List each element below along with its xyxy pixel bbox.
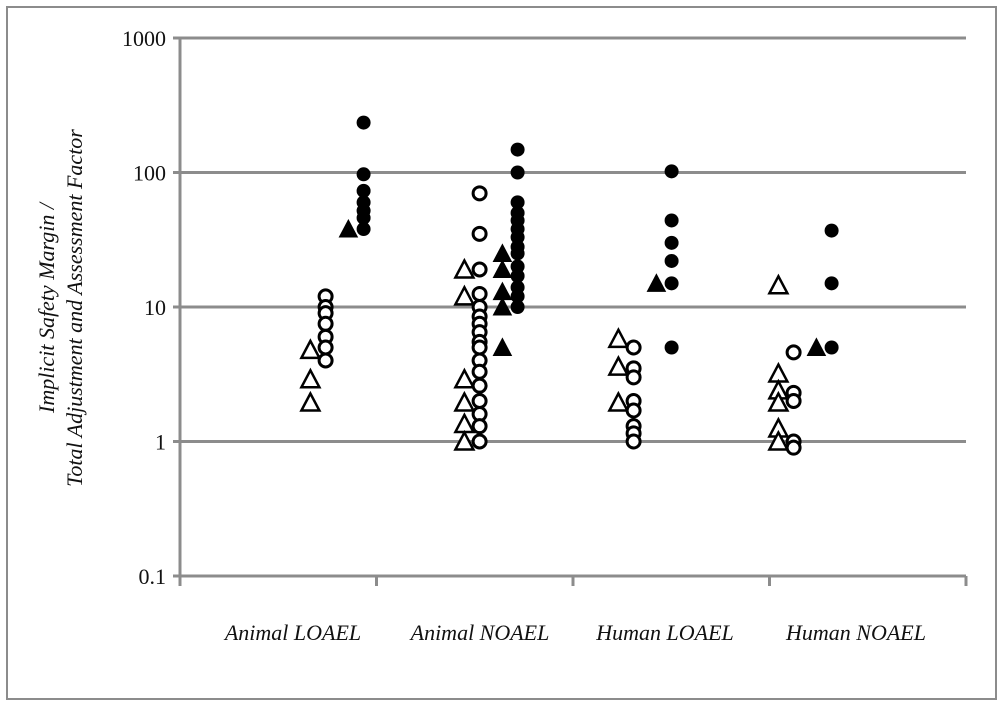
open-circle-point (471, 185, 488, 202)
category-label: Human NOAEL (785, 620, 926, 645)
y-tick-label: 0.1 (139, 564, 167, 589)
filled-circle-point (824, 276, 839, 291)
category-labels: Animal LOAEL Animal NOAEL Human LOAEL Human… (223, 620, 926, 645)
filled-circle-point (510, 300, 525, 314)
open-triangle-point (299, 338, 322, 360)
filled-circle-point (510, 246, 525, 261)
open-triangle-point (453, 257, 476, 279)
open-triangle-point (453, 429, 476, 451)
open-circle-point (625, 339, 642, 356)
y-tick-label: 100 (133, 161, 166, 186)
open-circle-point (625, 433, 642, 450)
filled-circle-point (664, 276, 679, 291)
open-triangle-point (607, 327, 630, 349)
y-tick-label: 1 (155, 430, 166, 455)
open-circle-point (471, 285, 488, 302)
open-circle-point (471, 377, 488, 394)
y-axis-title-line-2: Total Adjustment and Assessment Factor (62, 129, 87, 487)
open-circle-point (317, 315, 334, 332)
y-tick-labels: 0.1 1 10 100 1000 (122, 26, 166, 589)
y-tick-label: 1000 (122, 26, 166, 51)
open-circle-point (785, 439, 802, 456)
open-triangle-point (767, 273, 790, 295)
filled-circle-point (356, 222, 371, 237)
filled-triangle-point (806, 337, 827, 356)
open-circle-point (471, 339, 488, 356)
open-triangle-point (299, 367, 322, 389)
open-circle-point (785, 393, 802, 410)
open-triangle-point (607, 390, 630, 412)
y-tick-label: 10 (144, 295, 166, 320)
filled-circle-point (664, 235, 679, 250)
open-circle-point (317, 352, 334, 369)
filled-circle-point (510, 165, 525, 180)
open-triangle-point (453, 284, 476, 306)
filled-circle-point (510, 142, 525, 157)
filled-circle-point (356, 210, 371, 225)
filled-triangle-point (492, 259, 513, 279)
filled-circle-point (664, 253, 679, 268)
filled-circle-point (356, 167, 371, 182)
open-triangle-point (767, 390, 790, 412)
filled-circle-point (356, 183, 371, 198)
axes (173, 36, 968, 586)
open-circle-point (625, 402, 642, 419)
filled-circle-point (664, 164, 679, 179)
filled-circle-point (664, 213, 679, 228)
category-label: Animal LOAEL (223, 620, 361, 645)
open-triangle-point (607, 355, 630, 376)
data-points (299, 115, 839, 456)
open-circle-point (471, 418, 488, 435)
filled-circle-point (664, 340, 679, 355)
filled-circle-point (510, 289, 525, 304)
filled-triangle-point (646, 273, 667, 292)
open-triangle-point (453, 390, 476, 412)
filled-triangle-point (338, 218, 359, 238)
open-triangle-point (299, 390, 322, 412)
category-label: Animal NOAEL (409, 620, 550, 645)
open-circle-point (625, 369, 642, 386)
filled-circle-point (356, 115, 371, 130)
y-axis-title: Implicit Safety Margin / Total Adjustmen… (34, 129, 87, 487)
gridlines (180, 36, 966, 443)
filled-circle-point (510, 230, 525, 245)
filled-triangle-point (492, 243, 513, 262)
open-triangle-point (453, 412, 476, 434)
open-circle-point (785, 344, 802, 361)
open-triangle-point (453, 367, 476, 389)
filled-triangle-point (492, 337, 513, 356)
filled-triangle-point (492, 296, 513, 316)
open-triangle-point (767, 429, 790, 451)
filled-circle-point (510, 195, 525, 210)
open-circle-point (317, 339, 334, 356)
open-circle-point (471, 363, 488, 380)
open-circle-point (471, 433, 488, 450)
category-label: Human LOAEL (595, 620, 734, 645)
filled-circle-point (510, 269, 525, 284)
y-axis-title-line-1: Implicit Safety Margin / (34, 201, 59, 414)
filled-circle-point (824, 223, 839, 238)
open-circle-point (471, 393, 488, 410)
open-circle-point (471, 225, 488, 242)
open-circle-point (471, 261, 488, 278)
filled-circle-point (824, 340, 839, 355)
